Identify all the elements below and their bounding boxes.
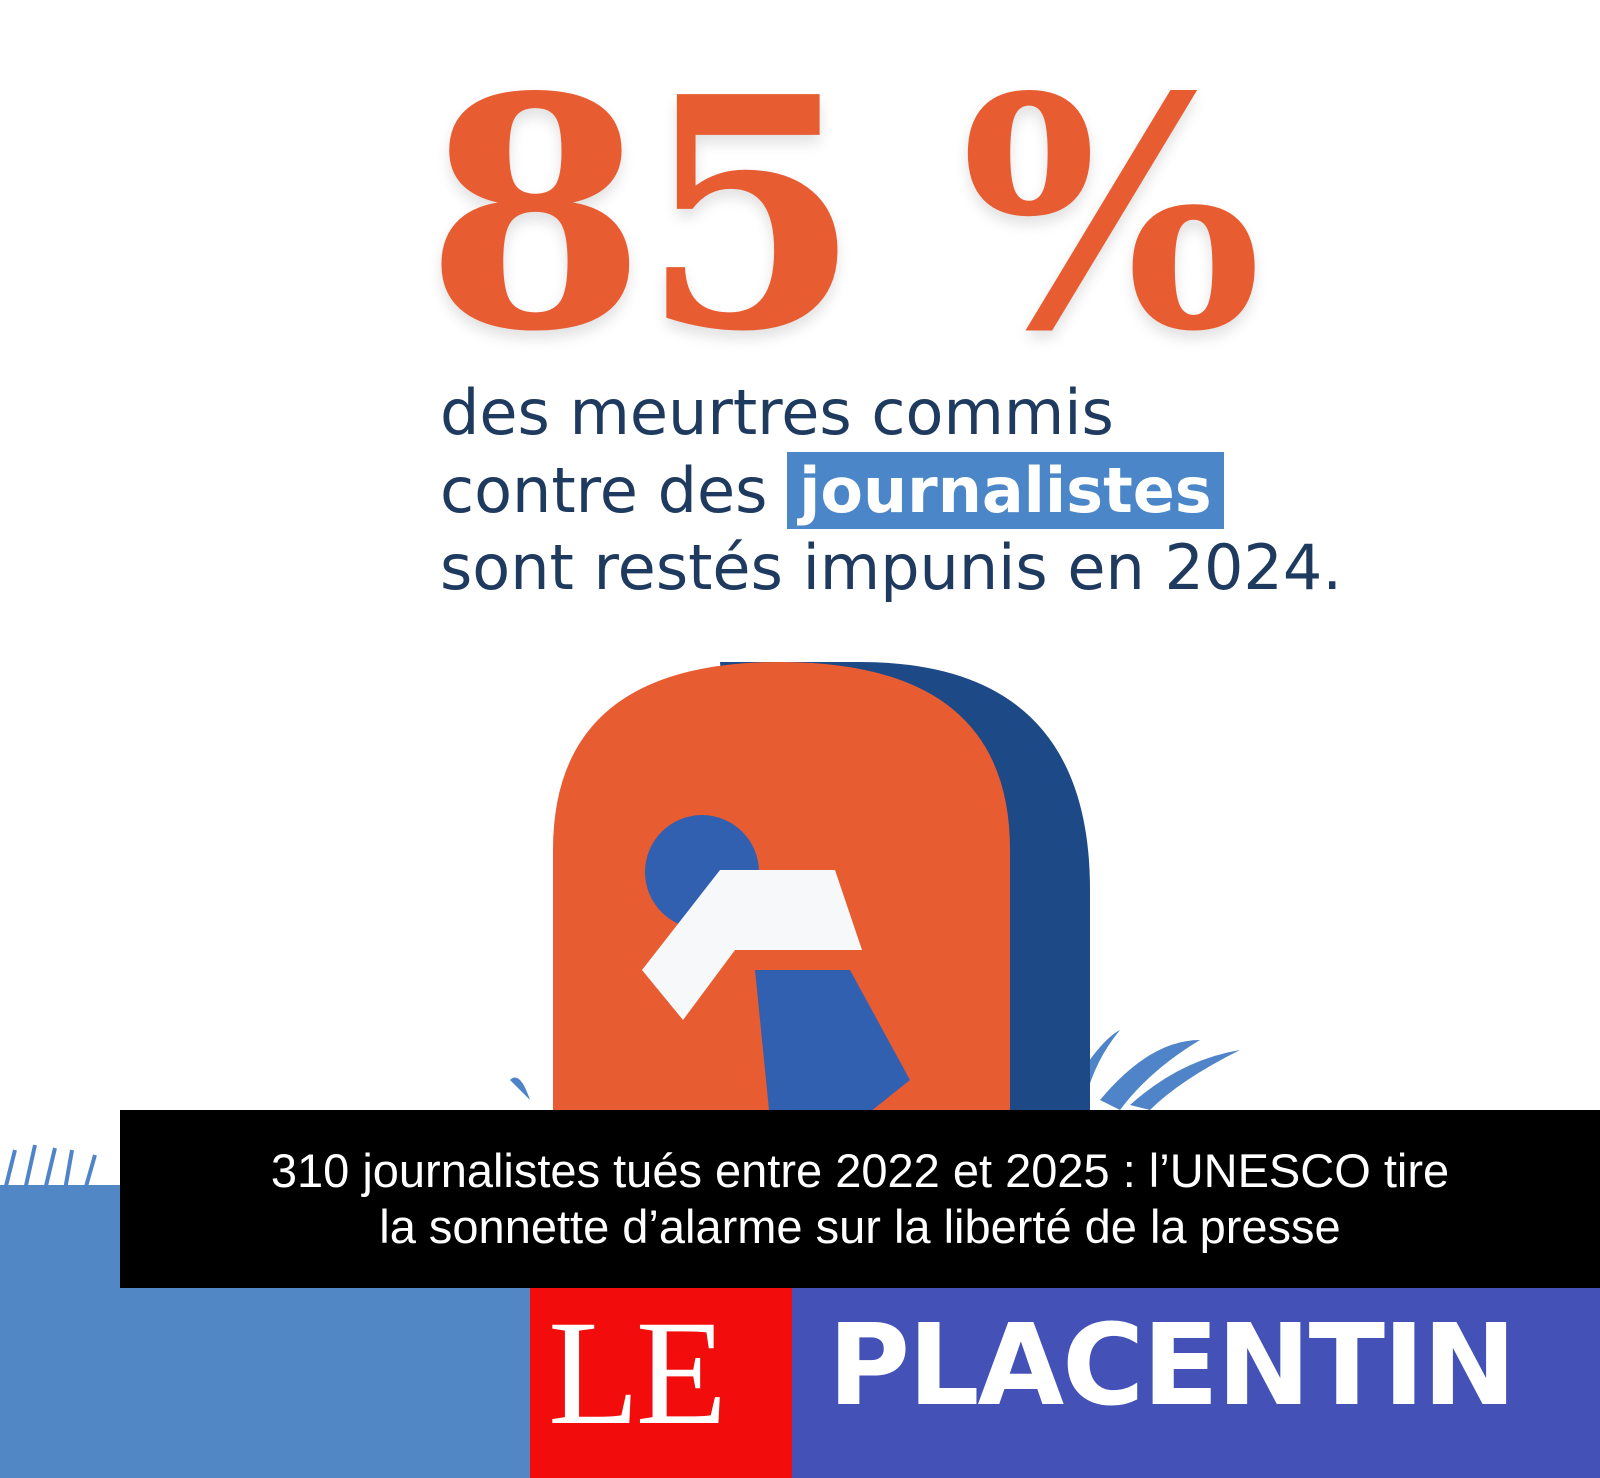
logo-blue-block <box>792 1288 1600 1478</box>
caption-prefix: contre des <box>440 454 768 527</box>
headline-line-2: la sonnette d’alarme sur la liberté de l… <box>379 1200 1341 1253</box>
caption-highlight: journalistes <box>787 452 1224 529</box>
keyhole-icon <box>510 662 1240 1120</box>
headline-line-1: 310 journalistes tués entre 2022 et 2025… <box>270 1143 1450 1197</box>
logo-placentin: PLACENTIN <box>828 1301 1516 1431</box>
headline-banner: 310 journalistes tués entre 2022 et 2025… <box>120 1110 1600 1288</box>
logo-le: LE <box>548 1290 727 1456</box>
caption-line-2: contre des journalistes <box>440 452 1224 529</box>
caption-line-1: des meurtres commis <box>440 376 1114 449</box>
logo-red-block <box>530 1288 792 1478</box>
grass-left-icon <box>3 1144 97 1191</box>
caption-line-3: sont restés impunis en 2024. <box>440 531 1343 604</box>
stat-85-percent: 85 % <box>425 27 1262 401</box>
